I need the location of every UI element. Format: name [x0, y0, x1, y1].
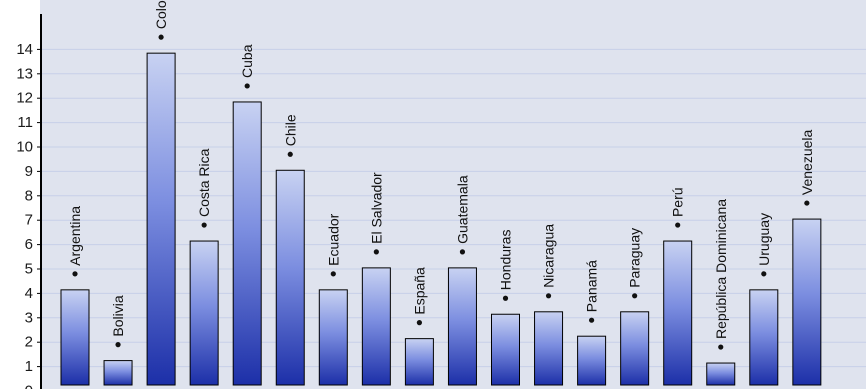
bullet-icon: [761, 271, 767, 277]
bar: [447, 267, 477, 386]
bar-label-group: Chile: [282, 114, 298, 157]
bar: [103, 360, 133, 386]
bar-label-group: República Dominicana: [713, 199, 729, 350]
y-tick-label: 12: [16, 90, 33, 107]
y-tick-label: 7: [25, 212, 33, 229]
category-label: Perú: [670, 187, 686, 217]
bar: [620, 311, 650, 386]
bar: [706, 362, 736, 386]
category-label: Bolivia: [110, 295, 126, 336]
y-tick-label: 14: [16, 41, 33, 58]
bullet-icon: [158, 34, 164, 40]
bullet-icon: [545, 293, 552, 299]
category-label: Chile: [282, 114, 298, 146]
bullet-icon: [632, 293, 638, 299]
category-label: Colombia: [153, 0, 169, 29]
category-label: Cuba: [239, 44, 255, 78]
bullet-icon: [588, 317, 595, 323]
category-label: Paraguay: [627, 228, 643, 288]
bullet-icon: [373, 249, 379, 255]
bar-label-group: Argentina: [67, 206, 83, 277]
bar-label-group: Uruguay: [756, 213, 772, 277]
bar-label-group: Paraguay: [627, 228, 643, 299]
category-label: Venezuela: [799, 129, 815, 195]
category-label: Uruguay: [756, 213, 772, 266]
y-tick-label: 13: [16, 65, 33, 82]
bar: [534, 311, 564, 386]
bar-label-group: Perú: [670, 187, 686, 228]
category-label: Guatemala: [454, 175, 470, 244]
y-tick-label: 3: [25, 309, 33, 326]
y-tick-label: 6: [25, 236, 33, 253]
bar: [404, 338, 434, 386]
bar: [577, 335, 607, 386]
bar-label-group: Colombia: [153, 0, 169, 40]
bar: [491, 313, 520, 386]
bullet-icon: [330, 271, 336, 277]
bullet-icon: [201, 222, 207, 228]
bar-label-group: Costa Rica: [196, 148, 212, 228]
bullet-icon: [244, 83, 250, 89]
bar-label-group: España: [411, 267, 427, 326]
bar-label-group: Guatemala: [454, 175, 470, 255]
bar: [60, 289, 90, 386]
y-tick-label: 5: [25, 261, 33, 278]
y-tick-label: 9: [25, 163, 33, 180]
bullet-icon: [502, 295, 509, 301]
y-tick-label: 10: [16, 139, 33, 156]
bar: [318, 289, 348, 386]
category-label: Nicaragua: [541, 224, 557, 288]
bar-label-group: Cuba: [239, 44, 255, 89]
bar-label-group: Nicaragua: [541, 224, 557, 299]
category-label: Argentina: [67, 206, 83, 266]
bar-label-group: El Salvador: [368, 172, 384, 255]
bar: [749, 289, 779, 386]
category-label: República Dominicana: [713, 199, 729, 339]
y-tick-label: 1: [25, 358, 33, 375]
category-label: España: [411, 267, 427, 315]
category-label: Panamá: [584, 260, 600, 312]
bullet-icon: [115, 342, 121, 348]
y-tick-label: 2: [25, 334, 33, 351]
bar-label-group: Ecuador: [325, 213, 341, 277]
bar: [146, 52, 176, 386]
bar: [189, 240, 219, 386]
bar: [663, 240, 693, 386]
category-label: Honduras: [498, 230, 514, 291]
y-axis: 01234567891011121314: [16, 14, 42, 389]
bullet-icon: [804, 200, 810, 206]
y-tick-label: 8: [25, 187, 33, 204]
bullet-icon: [459, 249, 466, 255]
bullet-icon: [675, 222, 681, 228]
bar-label-group: Panamá: [584, 260, 600, 323]
bar: [361, 267, 391, 386]
bullet-icon: [72, 271, 78, 277]
bar: [232, 101, 262, 386]
bar-labels: Argentina Bolivia Colombia Costa Rica Cuba Ch…: [67, 0, 815, 350]
bullet-icon: [718, 344, 724, 350]
y-tick-label: 11: [17, 114, 33, 131]
category-label: Ecuador: [325, 213, 341, 265]
y-tick-label: 0: [25, 383, 33, 389]
bullet-icon: [287, 151, 293, 157]
bullet-icon: [416, 320, 422, 326]
category-label: El Salvador: [368, 172, 384, 244]
bar: [275, 169, 305, 386]
y-tick-label: 4: [25, 285, 33, 302]
bar-label-group: Bolivia: [110, 295, 126, 348]
bar: [792, 218, 822, 386]
bar-label-group: Venezuela: [799, 129, 815, 206]
bars: [60, 52, 822, 386]
category-label: Costa Rica: [196, 148, 212, 217]
bar-label-group: Honduras: [498, 230, 514, 301]
